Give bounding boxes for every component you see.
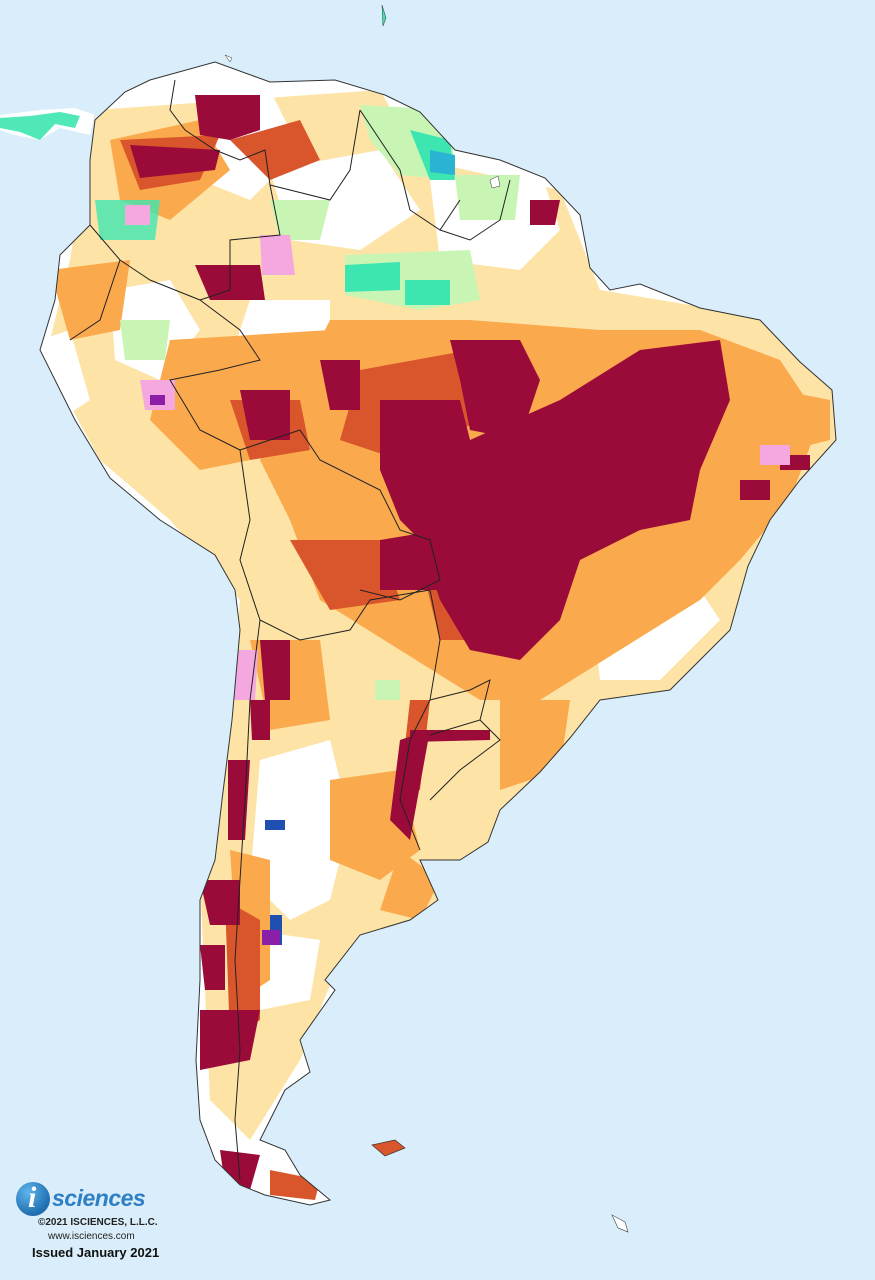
isthmus-surplus [0, 112, 80, 140]
islands [224, 4, 629, 1233]
country-borders [69, 79, 511, 1181]
isciences-logo[interactable]: i sciences [16, 1180, 176, 1220]
copyright-text: ©2021 ISCIENCES, L.L.C. [38, 1217, 158, 1228]
isciences-circle-i-icon [16, 1182, 50, 1216]
coastline [39, 61, 837, 1206]
logo-wordmark: sciences [52, 1185, 146, 1211]
issued-date: Issued January 2021 [32, 1245, 160, 1260]
website-link[interactable]: www.isciences.com [48, 1231, 135, 1242]
logo-letter: i [28, 1181, 37, 1214]
